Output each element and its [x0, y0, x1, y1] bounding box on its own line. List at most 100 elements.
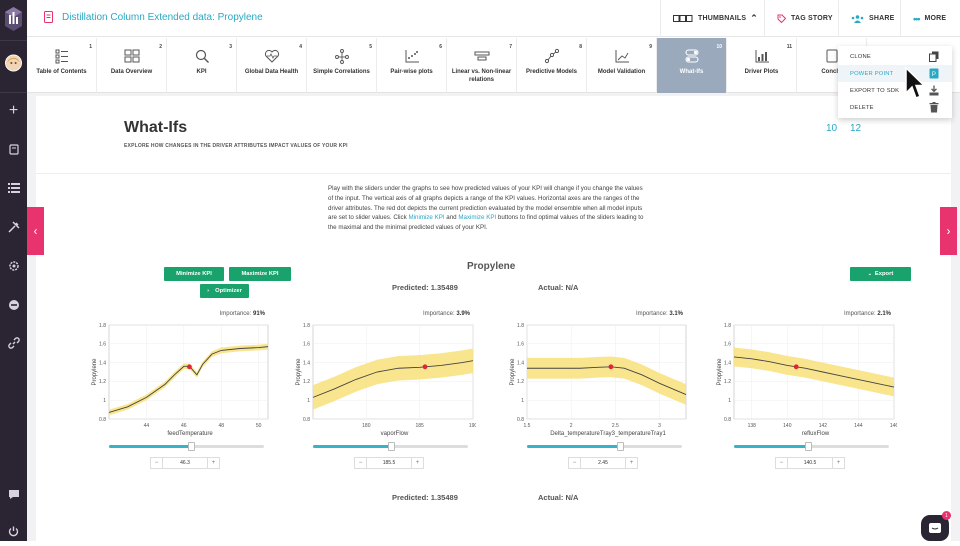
tab-label: Data Overview [110, 69, 153, 75]
decrement-button[interactable]: − [569, 458, 581, 468]
download-icon [929, 85, 939, 96]
slider-value-input[interactable]: 185.5 [382, 460, 396, 466]
tab-label: Model Validation [597, 69, 646, 75]
tab-label: Pair-wise plots [390, 69, 433, 75]
menu-power-point-label: POWER POINT [850, 70, 894, 77]
confidence-band [734, 347, 894, 397]
export-button[interactable]: ⌄ Export [850, 267, 911, 281]
more-dots-icon: ••• [913, 13, 921, 24]
importance-value: 3.1% [669, 311, 683, 317]
menu-clone[interactable]: CLONE [838, 48, 952, 65]
decrement-button[interactable]: − [151, 458, 163, 468]
chat-widget-button[interactable]: 1 [921, 511, 951, 541]
slider-handle[interactable] [805, 442, 813, 451]
increment-button[interactable]: + [625, 458, 637, 468]
y-tick-label: 1.8 [724, 323, 731, 329]
value-stepper: − 46.3 + [150, 457, 220, 469]
tab-data-overview[interactable]: 2 Data Overview [97, 38, 167, 93]
x-tick-label: 190 [469, 423, 476, 429]
tab-pair-wise-plots[interactable]: 6 Pair-wise plots [377, 38, 447, 93]
thumbnails-button[interactable]: THUMBNAILS ⌃ [660, 0, 764, 37]
previous-slide-button[interactable]: ‹ [27, 207, 44, 255]
next-slide-button[interactable]: › [940, 207, 957, 255]
chevron-right-icon: › [207, 288, 210, 294]
book-icon[interactable] [5, 141, 22, 158]
menu-export-sdk-label: EXPORT TO SDK [850, 87, 900, 94]
tab-number: 6 [439, 44, 442, 50]
document-icon [44, 11, 53, 23]
current-prediction-dot [793, 364, 799, 370]
validation-chart-icon [615, 50, 629, 63]
menu-delete[interactable]: DELETE [838, 99, 952, 116]
driver-slider[interactable] [527, 442, 682, 451]
user-avatar[interactable] [5, 54, 22, 71]
y-tick-label: 1.8 [99, 323, 106, 329]
maximize-kpi-link[interactable]: Maximize KPI [458, 214, 497, 222]
decrement-button[interactable]: − [355, 458, 367, 468]
app-logo-icon[interactable] [4, 6, 23, 32]
slider-value-input[interactable]: 2.45 [598, 460, 608, 466]
optimizer-button[interactable]: › Optimizer [200, 284, 249, 298]
share-button[interactable]: SHARE [838, 0, 900, 37]
predicted-value-top: Predicted: 1.35489 [392, 283, 458, 292]
x-tick-label: 180 [362, 423, 371, 429]
tag-story-button[interactable]: TAG STORY [764, 0, 838, 37]
driver-slider[interactable] [734, 442, 889, 451]
link-icon[interactable] [5, 334, 22, 351]
increment-button[interactable]: + [411, 458, 423, 468]
value-stepper: − 185.5 + [354, 457, 424, 469]
tab-linear-vs-nonlinear[interactable]: 7 Linear vs. Non-linear relations [447, 38, 517, 93]
share-users-icon [851, 14, 864, 23]
slider-fill [527, 445, 620, 448]
slider-handle[interactable] [188, 442, 196, 451]
slider-value-input[interactable]: 46.3 [180, 460, 190, 466]
tab-model-validation[interactable]: 9 Model Validation [587, 38, 657, 93]
power-icon[interactable] [5, 523, 22, 540]
page-title: What-Ifs [124, 119, 188, 136]
heart-pulse-icon [264, 49, 280, 63]
grid-icon [124, 49, 140, 63]
driver-slider[interactable] [109, 442, 264, 451]
menu-power-point[interactable]: POWER POINT P [838, 65, 952, 82]
tools-icon[interactable] [5, 218, 22, 235]
y-tick-label: 1.8 [517, 323, 524, 329]
slider-value-input[interactable]: 140.5 [803, 460, 817, 466]
slider-handle[interactable] [617, 442, 624, 451]
tab-global-data-health[interactable]: 4 Global Data Health [237, 38, 307, 93]
importance-label: Importance: 2.1% [716, 311, 891, 317]
top-header: Distillation Column Extended data: Propy… [27, 0, 960, 37]
maximize-kpi-button[interactable]: Maximize KPI [229, 267, 291, 281]
settings-gear-icon[interactable] [5, 257, 22, 274]
x-axis-label: Delta_temperatureTray3_temperatureTray1 [550, 431, 666, 437]
driver-plot-icon [755, 50, 769, 63]
tab-label: Table of Contents [36, 69, 87, 75]
current-prediction-dot [608, 364, 614, 370]
tab-simple-correlations[interactable]: 5 Simple Correlations [307, 38, 377, 93]
more-button[interactable]: ••• MORE [900, 0, 960, 37]
tab-what-ifs[interactable]: 10 What-Ifs [657, 38, 727, 93]
x-tick-label: 142 [819, 423, 828, 429]
decrement-button[interactable]: − [776, 458, 788, 468]
tab-table-of-contents[interactable]: 1 Table of Contents [27, 38, 97, 93]
x-tick-label: 1.5 [524, 423, 531, 429]
slider-handle[interactable] [387, 442, 395, 451]
increment-button[interactable]: + [832, 458, 844, 468]
x-tick-label: 44 [144, 423, 150, 429]
add-icon[interactable]: + [8, 101, 19, 119]
page-current: 10 [826, 123, 838, 134]
comment-icon[interactable] [5, 486, 22, 503]
tab-predictive-models[interactable]: 8 Predictive Models [517, 38, 587, 93]
list-icon[interactable] [5, 179, 22, 196]
menu-export-sdk[interactable]: EXPORT TO SDK [838, 82, 952, 99]
increment-button[interactable]: + [207, 458, 219, 468]
x-axis-label: feedTemperature [167, 431, 213, 437]
driver-slider[interactable] [313, 442, 468, 451]
minimize-kpi-link[interactable]: Minimize KPI [408, 214, 445, 222]
table-of-contents-icon [55, 49, 68, 64]
x-tick-label: 2.5 [612, 423, 619, 429]
minus-circle-icon[interactable] [5, 296, 22, 313]
minimize-kpi-button[interactable]: Minimize KPI [164, 267, 224, 281]
x-tick-label: 50 [256, 423, 262, 429]
tab-kpi[interactable]: 3 KPI [167, 38, 237, 93]
tab-driver-plots[interactable]: 11 Driver Plots [727, 38, 797, 93]
